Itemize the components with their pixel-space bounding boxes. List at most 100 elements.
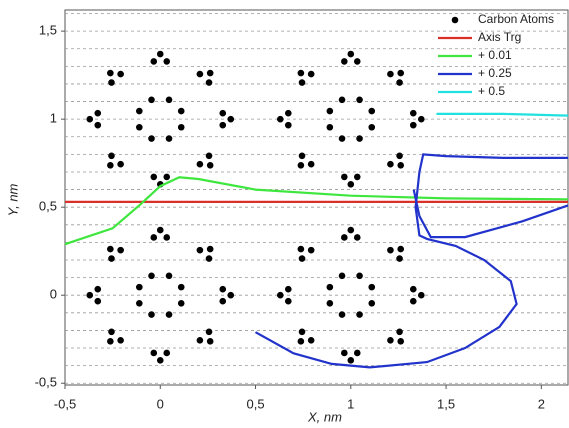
atom-point: [326, 283, 334, 291]
atom-point: [353, 173, 361, 181]
atom-point: [396, 152, 403, 160]
atom-point: [396, 79, 403, 86]
legend-label: Carbon Atoms: [478, 12, 554, 26]
trajectory-line: [254, 153, 569, 369]
atom-point: [397, 338, 405, 345]
atom-point: [117, 70, 124, 78]
legend-label: + 0.01: [478, 48, 512, 62]
atom-point: [227, 291, 235, 299]
x-axis-title: X, nm: [307, 409, 342, 424]
atom-point: [165, 311, 173, 318]
atom-point: [163, 349, 171, 357]
atom-point: [86, 115, 94, 123]
atom-point: [387, 70, 394, 78]
atom-point: [219, 121, 227, 129]
atom-point: [396, 255, 403, 262]
atom-point: [326, 300, 334, 307]
atom-point: [219, 285, 227, 293]
atom-point: [136, 283, 143, 291]
x-tick-label: -0,5: [54, 396, 76, 411]
atom-point: [338, 272, 346, 280]
atom-point: [107, 69, 114, 77]
atom-point: [117, 336, 124, 344]
atom-point: [196, 160, 204, 168]
atom-point: [297, 245, 305, 253]
atom-point: [150, 173, 158, 181]
y-tick-label: 1: [50, 111, 57, 126]
atom-point: [368, 283, 376, 291]
atom-point: [206, 338, 214, 345]
legend-label: + 0.5: [478, 84, 505, 98]
atom-point: [285, 285, 292, 293]
atom-point: [156, 50, 164, 58]
trajectory-line: [64, 176, 569, 246]
x-tick-label: 0: [157, 396, 164, 411]
atom-point: [387, 336, 394, 344]
atom-point: [353, 349, 361, 357]
atom-point: [397, 161, 405, 169]
atom-point: [307, 70, 315, 78]
atom-point: [177, 107, 185, 115]
legend-label: + 0.25: [478, 66, 512, 80]
atom-point: [276, 115, 284, 123]
atom-point: [341, 234, 348, 241]
atom-point: [368, 107, 376, 115]
atom-point: [356, 272, 363, 280]
atom-point: [150, 349, 158, 357]
atom-point: [165, 272, 173, 280]
atom-point: [108, 79, 115, 86]
atom-point: [163, 173, 171, 181]
y-tick-label: -0,5: [35, 375, 57, 390]
y-tick-label: 1,5: [39, 23, 57, 38]
atom-point: [148, 311, 155, 318]
atom-point: [396, 328, 403, 336]
atom-point: [107, 338, 114, 345]
atom-point: [409, 297, 417, 305]
atom-point: [285, 297, 292, 305]
atom-point: [177, 123, 185, 131]
atom-point: [353, 58, 361, 65]
atom-point: [136, 123, 143, 131]
atom-point: [338, 96, 346, 104]
atom-point: [356, 135, 363, 142]
atom-point: [417, 291, 425, 299]
atom-point: [148, 96, 155, 104]
atom-point: [387, 160, 394, 168]
atom-point: [117, 160, 124, 168]
atom-point: [196, 70, 204, 78]
atom-point: [341, 173, 348, 181]
atom-point: [347, 50, 355, 58]
atom-point: [276, 291, 284, 299]
y-axis-title: Y, nm: [5, 183, 20, 216]
atom-point: [297, 338, 305, 345]
atom-point: [347, 226, 355, 234]
atom-point: [347, 357, 355, 364]
atom-point: [307, 336, 315, 344]
legend-label: Axis Trg: [478, 30, 521, 44]
atom-point: [353, 234, 361, 241]
x-tick-label: 2: [538, 396, 545, 411]
atom-point: [307, 246, 315, 254]
atom-point: [409, 109, 417, 117]
atom-point: [136, 300, 143, 307]
atom-point: [205, 152, 213, 160]
atom-point: [338, 135, 346, 142]
atom-point: [307, 160, 315, 168]
atom-point: [163, 234, 171, 241]
atom-point: [206, 69, 214, 77]
atom-point: [150, 234, 158, 241]
atom-point: [298, 255, 306, 262]
atom-point: [148, 272, 155, 280]
atom-point: [107, 161, 114, 169]
atom-point: [94, 297, 102, 305]
legend-marker: [451, 16, 459, 24]
atom-point: [387, 246, 394, 254]
atom-point: [298, 328, 306, 336]
atom-point: [338, 311, 346, 318]
atom-point: [108, 328, 115, 336]
y-tick-label: 0: [50, 287, 57, 302]
atom-point: [163, 58, 171, 65]
atom-point: [205, 328, 213, 336]
atom-point: [341, 349, 348, 357]
atom-point: [298, 152, 306, 160]
